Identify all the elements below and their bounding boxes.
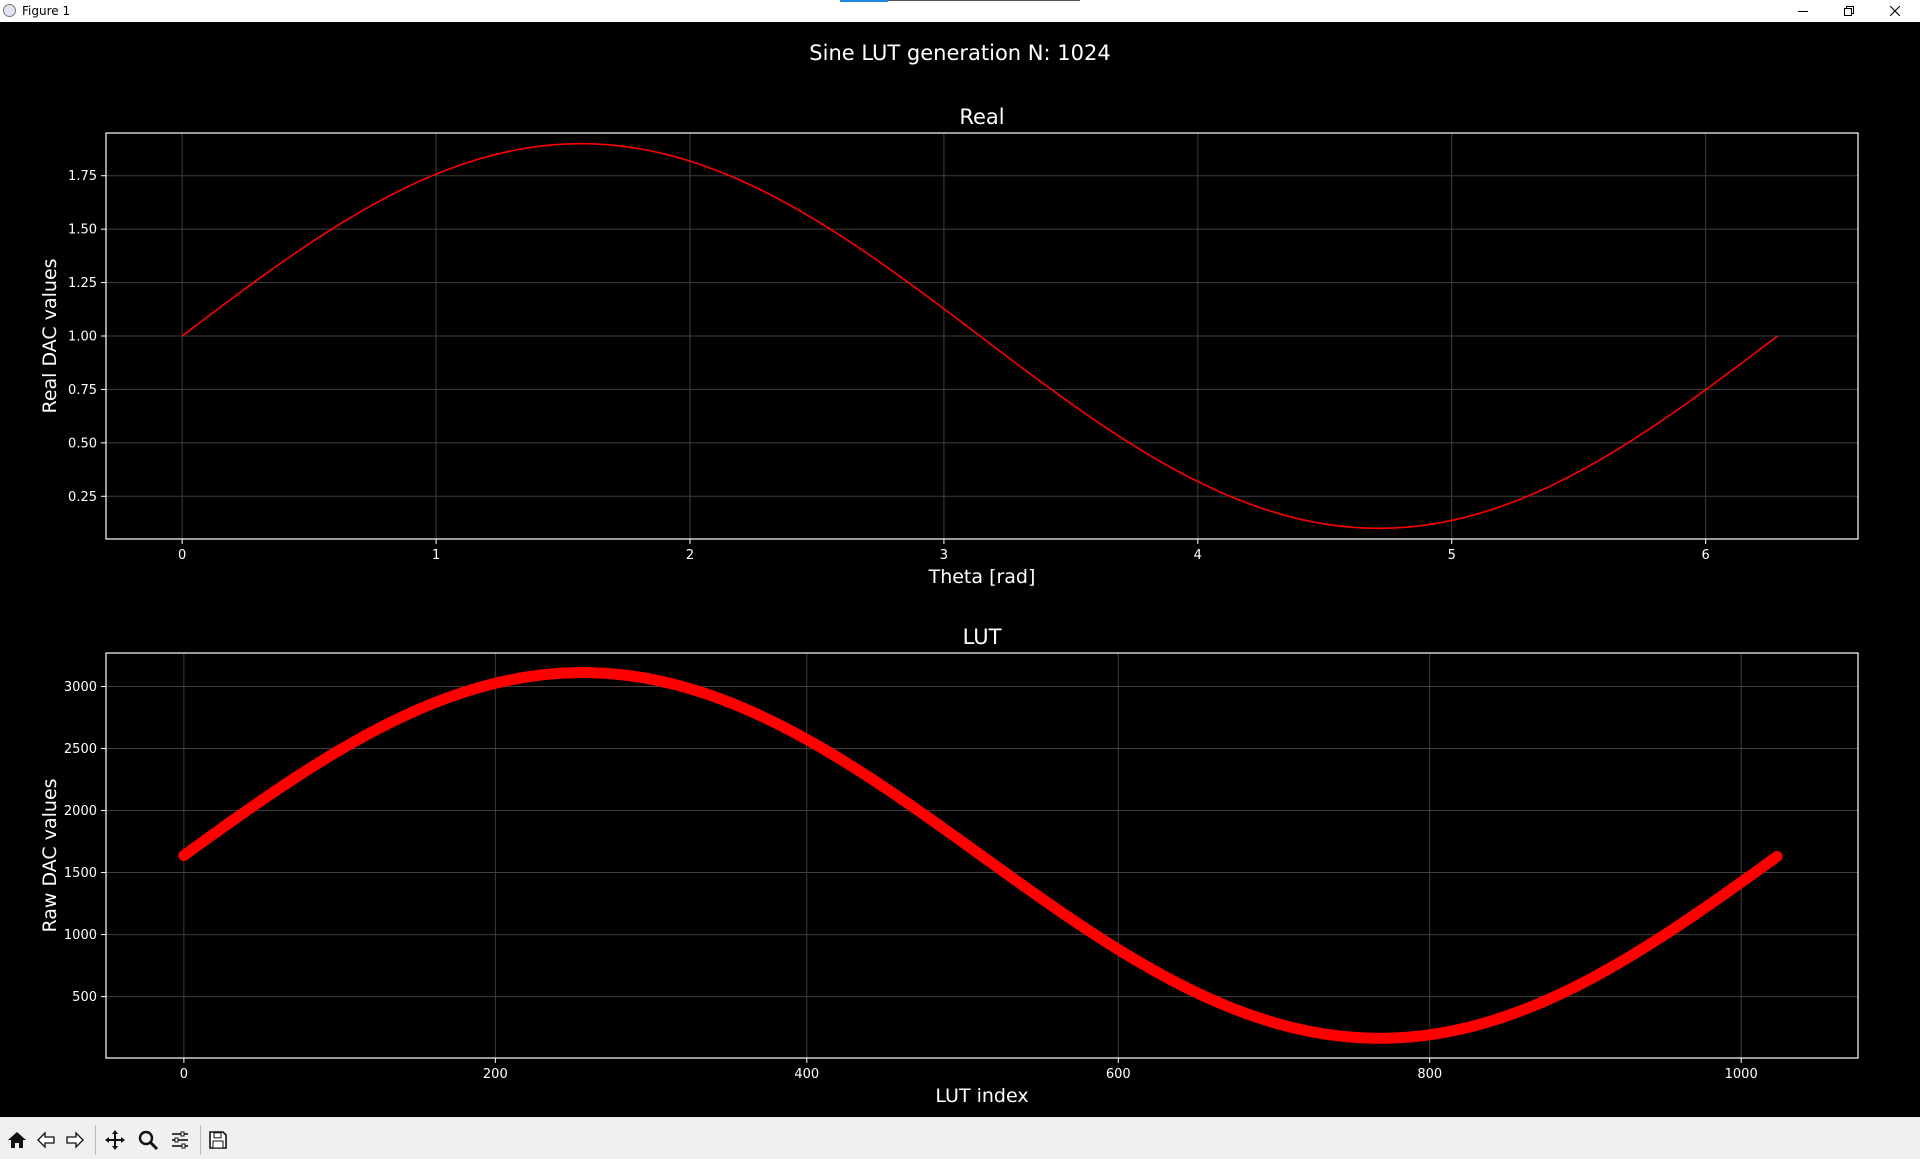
axes-title: LUT	[963, 625, 1002, 649]
toolbar-separator	[95, 1125, 96, 1155]
restore-icon	[1844, 6, 1854, 16]
x-tick-label: 200	[483, 1067, 508, 1082]
configure-subplots-button[interactable]	[167, 1127, 193, 1153]
x-tick-label: 5	[1448, 548, 1456, 563]
forward-arrow-icon	[66, 1131, 84, 1149]
close-button[interactable]	[1872, 0, 1918, 22]
y-axis-label: Raw DAC values	[39, 778, 61, 932]
figure-suptitle: Sine LUT generation N: 1024	[809, 41, 1110, 65]
restore-button[interactable]	[1826, 0, 1872, 22]
minimize-icon	[1798, 11, 1808, 12]
home-button[interactable]	[4, 1127, 30, 1153]
y-tick-label: 2000	[64, 804, 97, 819]
pan-icon	[105, 1130, 125, 1150]
figure-canvas: Sine LUT generation N: 1024 0 1 2 3 4 5 6 0.25 0.…	[39, 41, 1859, 1107]
x-tick-label: 0	[178, 548, 186, 563]
y-tick-label: 0.75	[68, 383, 97, 398]
zoom-button[interactable]	[135, 1127, 161, 1153]
real-sine-line	[181, 142, 1779, 530]
y-tick-label: 1.75	[68, 169, 97, 184]
x-axis-label: Theta [rad]	[928, 566, 1036, 588]
back-button[interactable]	[33, 1127, 59, 1153]
x-axis-label: LUT index	[935, 1085, 1028, 1107]
x-tick-label: 2	[686, 548, 694, 563]
x-tick-label: 1000	[1725, 1067, 1758, 1082]
pan-button[interactable]	[102, 1127, 128, 1153]
y-tick-label: 0.50	[68, 436, 97, 451]
x-tick-label: 800	[1417, 1067, 1442, 1082]
y-tick-label: 2500	[64, 742, 97, 757]
navigation-toolbar	[0, 1117, 1920, 1159]
zoom-icon	[138, 1130, 159, 1151]
forward-button[interactable]	[62, 1127, 88, 1153]
y-tick-label: 1000	[64, 928, 97, 943]
y-tick-label: 1.00	[68, 330, 97, 345]
close-icon	[1890, 6, 1900, 16]
home-icon	[8, 1132, 26, 1148]
app-icon	[3, 4, 16, 17]
back-arrow-icon	[37, 1131, 55, 1149]
lut-point	[1771, 851, 1783, 863]
axes-frame	[105, 652, 1859, 1059]
x-tick-label: 1	[432, 548, 440, 563]
save-icon	[209, 1131, 227, 1149]
window-title: Figure 1	[22, 4, 71, 18]
x-tick-label: 600	[1106, 1067, 1131, 1082]
x-tick-label: 0	[180, 1067, 188, 1082]
title-bar-accent	[840, 0, 888, 2]
x-tick-label: 400	[794, 1067, 819, 1082]
configure-subplots-icon	[172, 1131, 188, 1149]
x-tick-label: 3	[940, 548, 948, 563]
y-tick-label: 500	[72, 990, 97, 1005]
save-button[interactable]	[205, 1127, 231, 1153]
axes-title: Real	[959, 105, 1004, 129]
y-tick-label: 0.25	[68, 490, 97, 505]
title-bar-divider	[888, 0, 1080, 1]
y-tick-label: 1.50	[68, 223, 97, 238]
y-axis-label: Real DAC values	[39, 258, 61, 413]
y-tick-label: 1500	[64, 866, 97, 881]
toolbar-separator	[200, 1125, 201, 1155]
window-title-bar: Figure 1	[0, 0, 1920, 22]
x-tick-label: 6	[1702, 548, 1710, 563]
minimize-button[interactable]	[1780, 0, 1826, 22]
y-tick-label: 3000	[64, 680, 97, 695]
x-tick-label: 4	[1194, 548, 1202, 563]
y-tick-label: 1.25	[68, 276, 97, 291]
